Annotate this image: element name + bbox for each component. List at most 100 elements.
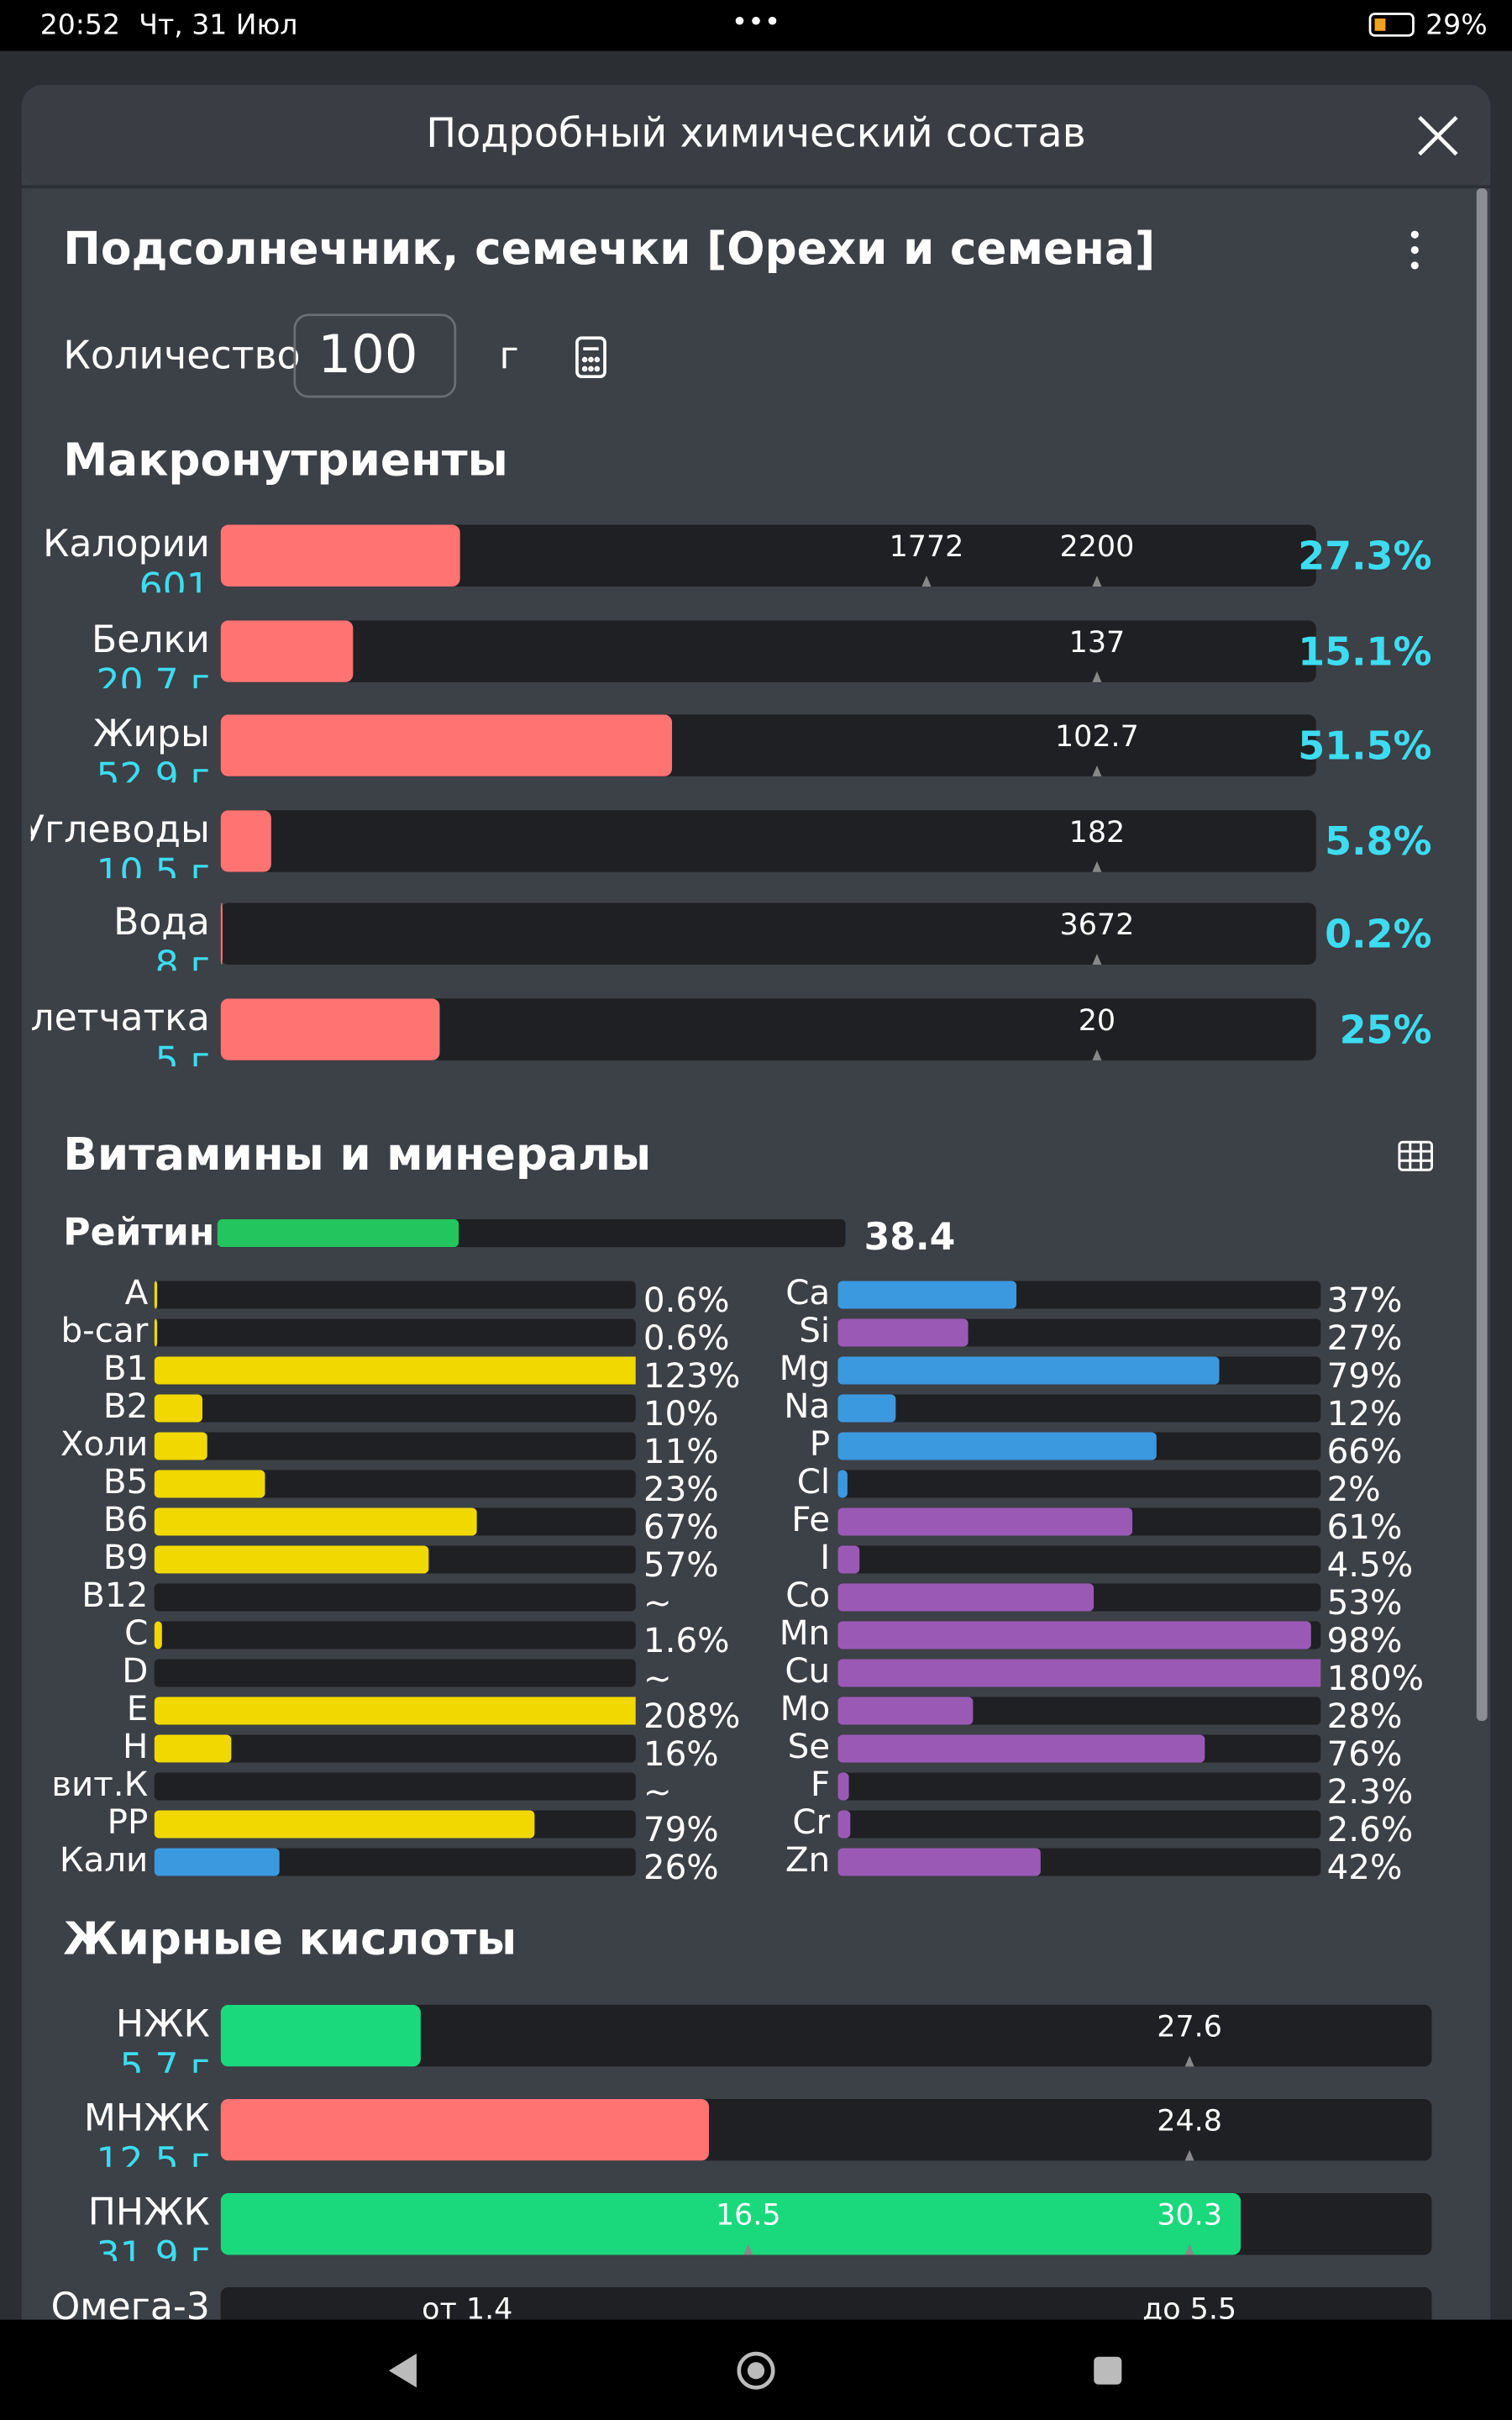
- nutrient-percent: 2.3%: [1327, 1771, 1414, 1812]
- percent: 51.5%: [1298, 723, 1431, 768]
- scrollbar: [1476, 188, 1488, 1721]
- nutrient-name: D: [122, 1650, 148, 1691]
- quantity-input[interactable]: [293, 313, 457, 398]
- bar-clip: [837, 1281, 1017, 1309]
- calculator-button[interactable]: [575, 336, 606, 378]
- percent: 25%: [1340, 1007, 1432, 1052]
- nav-back[interactable]: [388, 2354, 417, 2388]
- bar-fill: [837, 1356, 1220, 1385]
- nutrient-percent: 208%: [643, 1696, 740, 1736]
- quantity-unit: г: [500, 334, 519, 377]
- row-amount: 10.5 г: [96, 851, 209, 894]
- close-button[interactable]: [1418, 115, 1458, 156]
- bar-clip: [154, 1810, 535, 1839]
- bar-clip: [837, 1356, 1220, 1385]
- bar-fill: [837, 1659, 1321, 1687]
- row-amount: 5.7 г: [120, 2046, 210, 2089]
- bar-fill: [154, 1281, 158, 1309]
- bar-track: [220, 2004, 1432, 2067]
- bar-fill: [837, 1621, 1311, 1649]
- quantity-value[interactable]: 100: [318, 324, 417, 385]
- nutrient-percent: 79%: [1327, 1355, 1403, 1396]
- nutrient-percent: 57%: [643, 1544, 719, 1585]
- nutrient-name: Na: [784, 1386, 830, 1426]
- nutrient-percent: 4.5%: [1327, 1544, 1414, 1585]
- bar-fill: [837, 1545, 860, 1574]
- bar-fill: [220, 902, 223, 965]
- target-label: 30.3: [1157, 2199, 1222, 2233]
- bar-clip: [220, 998, 440, 1060]
- bar-fill: [154, 1432, 207, 1460]
- target-marker: [921, 576, 932, 587]
- nutrient-name: E: [127, 1688, 149, 1728]
- target-marker: [1184, 2055, 1194, 2067]
- nutrient-name: F: [811, 1764, 830, 1804]
- nutrient-name: A: [125, 1272, 149, 1313]
- target-label: 2200: [1060, 530, 1135, 564]
- bar-fill: [837, 1507, 1133, 1536]
- bar-clip: [220, 2098, 710, 2161]
- bar-fill: [837, 1281, 1017, 1309]
- row-name: Вода: [113, 901, 210, 944]
- bar-clip: [154, 1545, 429, 1574]
- bar-track: [154, 1734, 636, 1763]
- bar-clip: [220, 810, 271, 872]
- percent: 15.1%: [1298, 629, 1431, 674]
- target-marker: [1092, 954, 1102, 965]
- target-label: 137: [1069, 626, 1126, 660]
- nutrient-name: B1: [103, 1348, 148, 1388]
- nutrient-name: вит.К: [51, 1764, 148, 1804]
- bar-clip: [837, 1470, 848, 1498]
- section-title: Жирные кислоты: [63, 1912, 517, 1965]
- nutrient-name: B5: [103, 1461, 148, 1502]
- nutrient-name: Mo: [780, 1688, 831, 1728]
- target-marker: [1092, 765, 1102, 776]
- bar-track: [837, 1545, 1321, 1574]
- bar-fill: [837, 1734, 1205, 1763]
- bar-clip: [837, 1697, 974, 1725]
- bar-track: [837, 1470, 1321, 1498]
- bar-track: [154, 1659, 636, 1687]
- nutrient-name: Zn: [785, 1839, 830, 1880]
- nutrient-name: B12: [81, 1575, 148, 1615]
- menu-button[interactable]: [1410, 230, 1419, 270]
- bar-clip: [837, 1507, 1133, 1536]
- nutrient-percent: 11%: [643, 1431, 719, 1471]
- bar-fill: [154, 1507, 477, 1536]
- bar-fill: [837, 1697, 974, 1725]
- nav-home[interactable]: [737, 2351, 775, 2390]
- nutrient-name: P: [810, 1423, 830, 1464]
- nutrient-name: Cl: [797, 1461, 830, 1502]
- bar-fill: [154, 1734, 232, 1763]
- nav-recent[interactable]: [1094, 2356, 1122, 2385]
- bar-fill: [837, 1848, 1041, 1876]
- nutrient-name: Fe: [791, 1499, 830, 1539]
- nutrient-percent: 2%: [1327, 1469, 1381, 1509]
- target-label: 20: [1079, 1004, 1116, 1038]
- status-bar: [0, 0, 1512, 51]
- target-label: 27.6: [1157, 2010, 1222, 2044]
- nutrient-percent: 2.6%: [1327, 1809, 1414, 1849]
- nutrient-percent: 23%: [643, 1469, 719, 1509]
- nutrient-name: Mn: [780, 1612, 830, 1653]
- row-amount: 5 г: [155, 1040, 210, 1083]
- table-button[interactable]: [1398, 1140, 1433, 1171]
- bar-fill: [154, 1394, 202, 1423]
- status-time: 20:52: [40, 8, 120, 41]
- bar-track: [837, 1810, 1321, 1839]
- target-label: от 1.4: [422, 2293, 512, 2327]
- bar-clip: [837, 1659, 1321, 1687]
- bar-fill: [220, 998, 440, 1060]
- bar-clip: [837, 1432, 1157, 1460]
- bar-track: [154, 1621, 636, 1649]
- nutrient-percent: 0.6%: [643, 1318, 730, 1358]
- bar-fill: [154, 1356, 636, 1385]
- bar-fill: [154, 1318, 158, 1347]
